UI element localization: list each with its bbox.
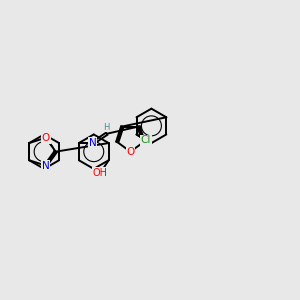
Text: Cl: Cl bbox=[141, 135, 151, 146]
Text: O: O bbox=[126, 147, 135, 157]
Text: OH: OH bbox=[93, 168, 108, 178]
Text: O: O bbox=[41, 133, 50, 143]
Text: H: H bbox=[103, 123, 109, 132]
Text: N: N bbox=[89, 138, 97, 148]
Text: N: N bbox=[42, 160, 50, 171]
